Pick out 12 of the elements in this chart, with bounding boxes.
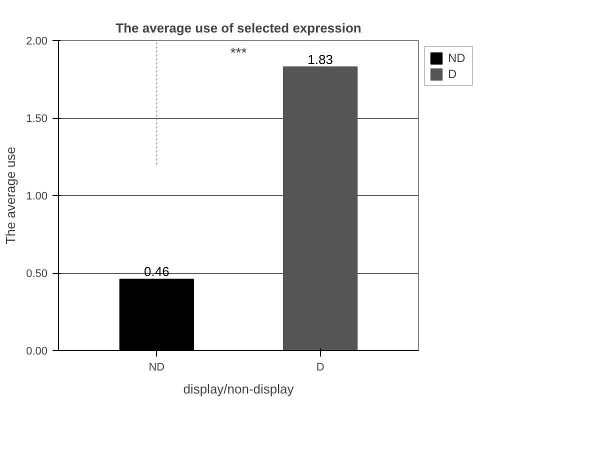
chart-title: The average use of selected expression xyxy=(116,20,362,36)
y-tick-label: 1.00 xyxy=(26,190,48,202)
y-tick-label: 0.00 xyxy=(26,346,48,358)
x-axis-title: display/non-display xyxy=(183,382,294,396)
y-tick-label: 2.00 xyxy=(26,36,48,48)
y-axis-title: The average use xyxy=(3,146,18,244)
y-tick-label: 0.50 xyxy=(26,268,48,280)
data-label: 1.83 xyxy=(308,52,333,67)
y-tick-label: 1.50 xyxy=(26,113,48,125)
annotation: *** xyxy=(230,44,248,60)
legend-label: ND xyxy=(448,51,466,65)
legend-label: D xyxy=(448,67,458,81)
